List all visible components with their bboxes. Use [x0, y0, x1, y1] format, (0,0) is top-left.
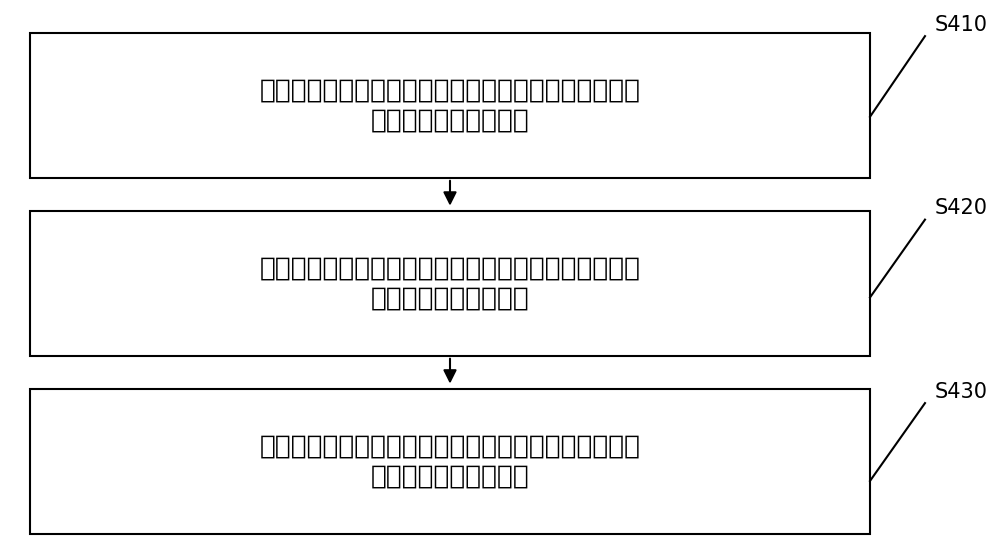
Text: S430: S430	[935, 382, 988, 402]
Text: S410: S410	[935, 15, 988, 35]
FancyBboxPatch shape	[30, 33, 870, 178]
Text: 将提取的静态特征输入卷积神经网络模型的静态网络支
路，输出第一判断结果: 将提取的静态特征输入卷积神经网络模型的静态网络支 路，输出第一判断结果	[259, 78, 640, 133]
Text: S420: S420	[935, 198, 988, 219]
Text: 静态网络支路与动态网络支路将各自的输出进行平均，
输出是否存在心脏反流: 静态网络支路与动态网络支路将各自的输出进行平均， 输出是否存在心脏反流	[259, 434, 640, 489]
FancyBboxPatch shape	[30, 211, 870, 356]
FancyBboxPatch shape	[30, 389, 870, 534]
Text: 将提取的动态特征输入卷积神经网络模型的动态网络支
路，输出第二判断结果: 将提取的动态特征输入卷积神经网络模型的动态网络支 路，输出第二判断结果	[259, 256, 640, 311]
